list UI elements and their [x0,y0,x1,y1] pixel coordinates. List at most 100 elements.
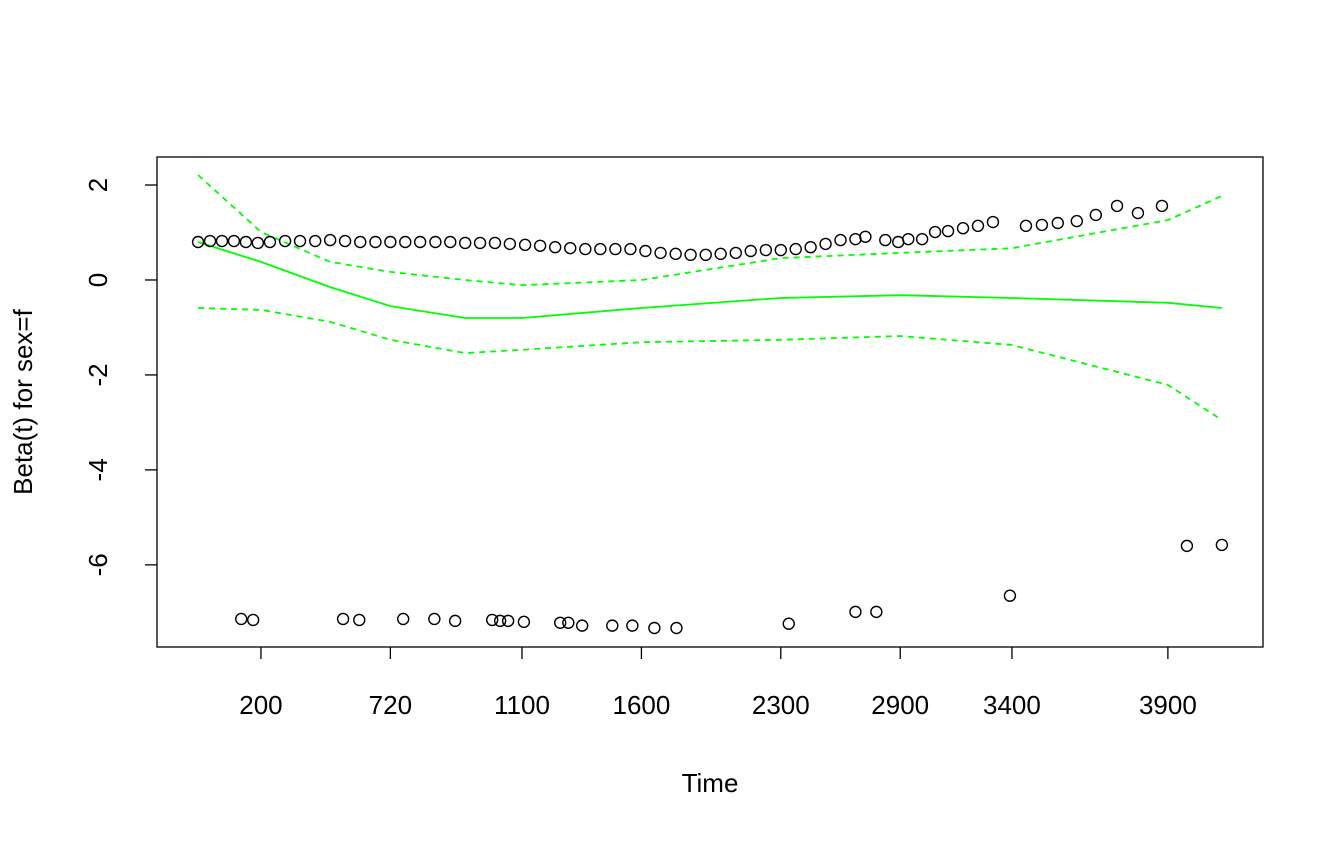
y-tick-label: -6 [83,553,113,576]
point [744,244,757,258]
point [639,244,652,258]
point [444,235,457,249]
point [548,241,562,254]
point [729,246,742,260]
point [834,233,847,247]
point [458,236,472,250]
point [892,235,905,249]
point [579,242,592,256]
point [594,242,607,256]
point [518,238,532,252]
point [1180,539,1194,553]
point [1089,208,1103,222]
point [1035,218,1049,232]
point [669,247,682,261]
point [336,612,350,626]
point [488,236,502,250]
point [353,613,366,627]
point [849,605,862,619]
y-tick-label: 2 [83,178,113,192]
point [1070,214,1084,228]
x-tick-label: 720 [369,690,412,720]
y-tick-label: -2 [83,363,113,386]
plot-frame [156,156,1264,648]
confidence-band [197,174,1223,287]
point [429,235,442,249]
x-tick-label: 3900 [1139,690,1197,720]
point [473,236,487,250]
point [448,614,462,628]
confidence-band [198,307,1223,421]
point [354,235,367,249]
point [804,241,817,254]
point [626,619,639,632]
point [428,612,441,626]
point [293,234,307,248]
point [759,243,773,257]
point [396,612,410,626]
point [493,614,507,628]
point [323,233,337,247]
point [714,247,727,261]
point [278,234,292,248]
point [941,224,955,238]
point [369,235,382,249]
point [485,613,499,627]
point [774,243,787,257]
point [819,237,832,251]
x-tick-label: 1600 [613,690,671,720]
point [564,241,577,255]
point [609,242,622,256]
y-tick-label: -4 [83,458,113,481]
point [554,616,567,629]
point [879,233,892,247]
point [648,621,661,635]
point [1003,589,1017,602]
point [684,248,697,262]
point [606,619,619,632]
y-tick-label: 0 [83,273,113,287]
point [501,614,515,628]
point [517,615,531,629]
point [413,235,427,249]
point [670,621,683,635]
point [915,232,929,246]
point [699,248,712,262]
point [227,234,241,248]
x-tick-label: 2300 [752,690,810,720]
point [203,234,217,248]
point [1110,199,1124,213]
y-axis-label: Beta(t) for sex=f [8,308,38,494]
point [859,230,872,243]
point [902,232,915,246]
point [562,616,575,629]
point [1215,538,1229,552]
point [1155,199,1169,213]
x-axis-label: Time [682,768,739,798]
point [1131,206,1145,220]
point [849,232,862,246]
point [239,235,253,249]
point [789,242,802,256]
point [503,237,517,251]
point [338,234,352,248]
x-tick-label: 2900 [871,690,929,720]
point [309,234,322,248]
point [624,242,637,256]
point [215,234,229,248]
point [384,235,397,249]
point [191,235,205,249]
x-tick-label: 3400 [983,690,1041,720]
point [654,246,667,260]
point [870,605,883,619]
point [533,239,547,252]
point [986,215,1000,229]
point [971,219,985,233]
point [1019,219,1033,233]
point [251,236,265,250]
x-tick-label: 200 [239,690,282,720]
point [956,222,970,235]
point [263,235,277,249]
point [399,235,412,249]
